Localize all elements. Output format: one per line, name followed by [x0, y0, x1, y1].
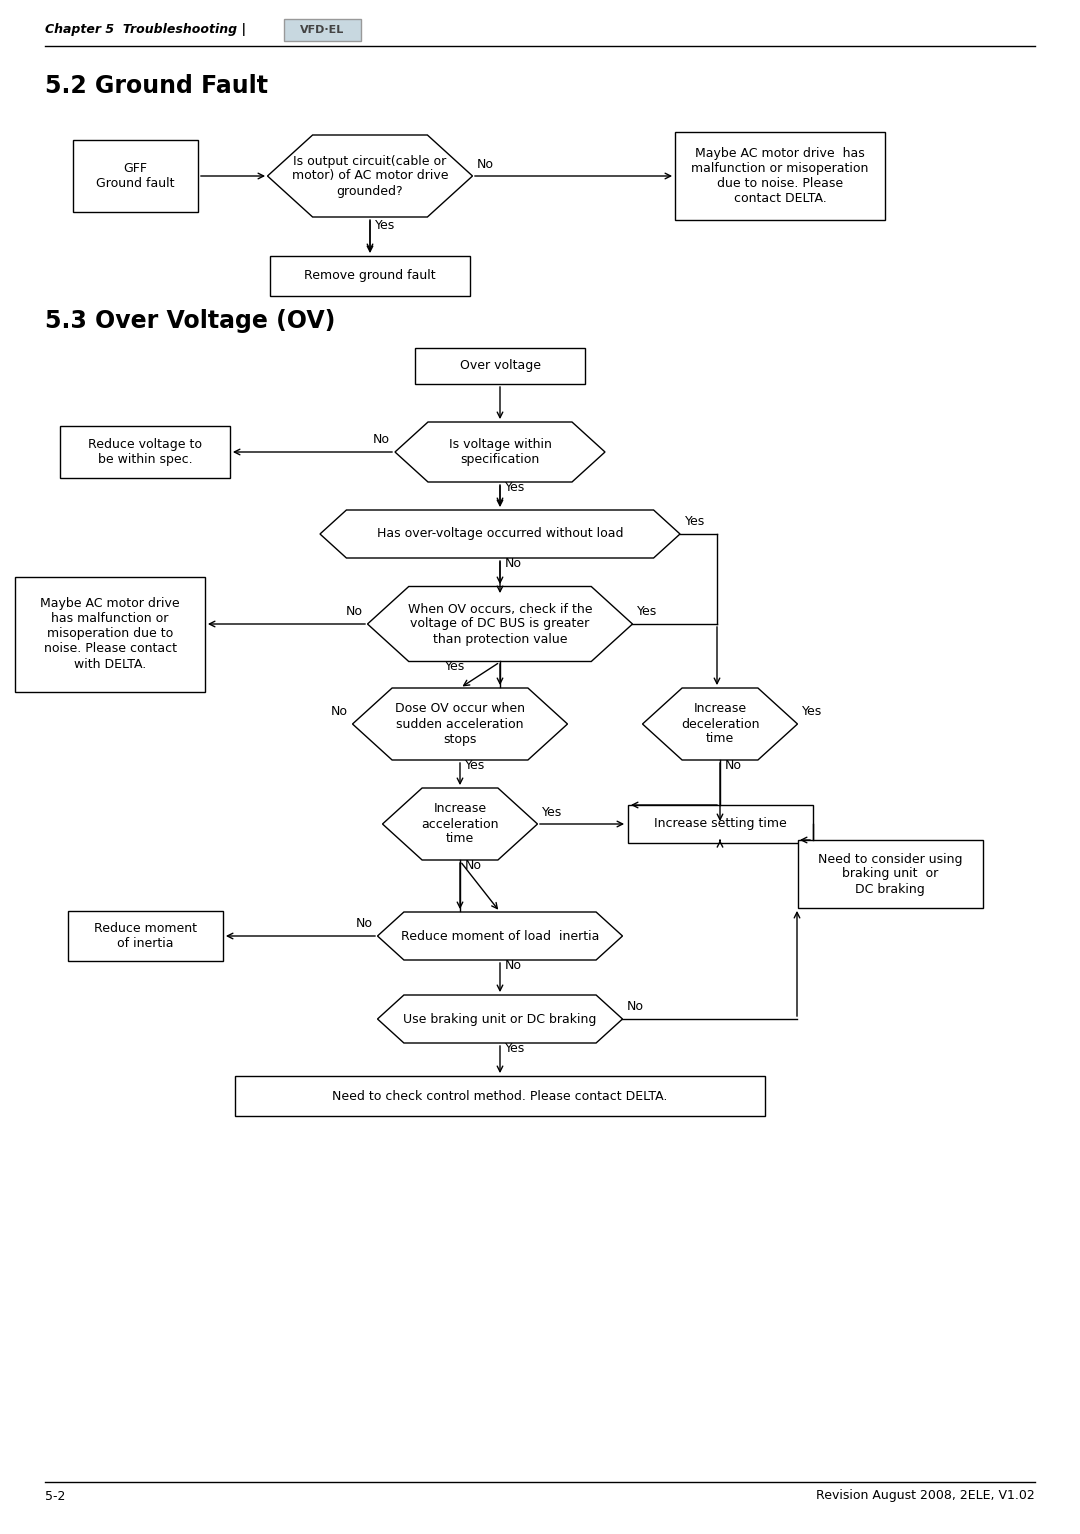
FancyBboxPatch shape — [797, 841, 983, 908]
FancyBboxPatch shape — [675, 132, 885, 219]
Text: Need to consider using
braking unit  or
DC braking: Need to consider using braking unit or D… — [818, 853, 962, 896]
Text: Yes: Yes — [802, 706, 822, 718]
Text: Use braking unit or DC braking: Use braking unit or DC braking — [403, 1012, 596, 1026]
Text: Increase
acceleration
time: Increase acceleration time — [421, 802, 499, 845]
Text: Yes: Yes — [542, 805, 563, 819]
Polygon shape — [643, 689, 797, 759]
Text: No: No — [346, 604, 363, 618]
Text: 5-2: 5-2 — [45, 1490, 66, 1502]
Text: Has over-voltage occurred without load: Has over-voltage occurred without load — [377, 528, 623, 540]
Polygon shape — [367, 586, 633, 661]
Polygon shape — [268, 135, 473, 216]
Text: No: No — [725, 759, 742, 772]
Text: Yes: Yes — [685, 515, 705, 528]
Text: No: No — [505, 557, 522, 571]
Text: Yes: Yes — [465, 759, 485, 772]
Text: Increase setting time: Increase setting time — [653, 818, 786, 830]
Text: Dose OV occur when
sudden acceleration
stops: Dose OV occur when sudden acceleration s… — [395, 703, 525, 746]
Text: Reduce moment
of inertia: Reduce moment of inertia — [94, 922, 197, 950]
Polygon shape — [352, 689, 567, 759]
Text: No: No — [356, 917, 373, 930]
Polygon shape — [320, 509, 680, 558]
Text: Chapter 5  Troubleshooting |: Chapter 5 Troubleshooting | — [45, 23, 246, 37]
Text: No: No — [627, 1000, 644, 1012]
Text: Maybe AC motor drive
has malfunction or
misoperation due to
noise. Please contac: Maybe AC motor drive has malfunction or … — [40, 598, 179, 670]
Text: Revision August 2008, 2ELE, V1.02: Revision August 2008, 2ELE, V1.02 — [816, 1490, 1035, 1502]
Text: Yes: Yes — [375, 219, 395, 232]
Text: No: No — [330, 706, 348, 718]
Text: Maybe AC motor drive  has
malfunction or misoperation
due to noise. Please
conta: Maybe AC motor drive has malfunction or … — [691, 147, 868, 206]
Text: When OV occurs, check if the
voltage of DC BUS is greater
than protection value: When OV occurs, check if the voltage of … — [408, 603, 592, 646]
Text: Yes: Yes — [637, 604, 658, 618]
Text: Over voltage: Over voltage — [459, 359, 540, 373]
Text: No: No — [505, 959, 522, 973]
Text: Yes: Yes — [505, 1042, 525, 1055]
Text: Reduce voltage to
be within spec.: Reduce voltage to be within spec. — [87, 439, 202, 466]
Polygon shape — [395, 422, 605, 482]
Text: No: No — [477, 158, 494, 170]
Text: Reduce moment of load  inertia: Reduce moment of load inertia — [401, 930, 599, 942]
Text: Yes: Yes — [505, 482, 525, 494]
Text: No: No — [465, 859, 482, 871]
Text: Is voltage within
specification: Is voltage within specification — [448, 439, 552, 466]
FancyBboxPatch shape — [627, 805, 812, 844]
FancyBboxPatch shape — [235, 1075, 765, 1117]
FancyBboxPatch shape — [67, 911, 222, 960]
FancyBboxPatch shape — [60, 426, 230, 479]
Polygon shape — [378, 913, 622, 960]
FancyBboxPatch shape — [72, 140, 198, 212]
FancyBboxPatch shape — [284, 18, 361, 41]
Text: Yes: Yes — [445, 660, 465, 673]
FancyBboxPatch shape — [415, 348, 585, 384]
Text: Remove ground fault: Remove ground fault — [305, 270, 436, 282]
Text: No: No — [373, 433, 390, 446]
Text: GFF
Ground fault: GFF Ground fault — [96, 163, 174, 190]
Text: Need to check control method. Please contact DELTA.: Need to check control method. Please con… — [333, 1089, 667, 1103]
Text: Is output circuit(cable or
motor) of AC motor drive
grounded?: Is output circuit(cable or motor) of AC … — [292, 155, 448, 198]
Text: 5.2 Ground Fault: 5.2 Ground Fault — [45, 74, 268, 98]
Polygon shape — [378, 996, 622, 1043]
Text: VFD·EL: VFD·EL — [300, 25, 345, 35]
Text: Increase
deceleration
time: Increase deceleration time — [680, 703, 759, 746]
FancyBboxPatch shape — [15, 577, 205, 692]
Polygon shape — [382, 788, 538, 861]
Text: 5.3 Over Voltage (OV): 5.3 Over Voltage (OV) — [45, 308, 336, 333]
FancyBboxPatch shape — [270, 256, 470, 296]
